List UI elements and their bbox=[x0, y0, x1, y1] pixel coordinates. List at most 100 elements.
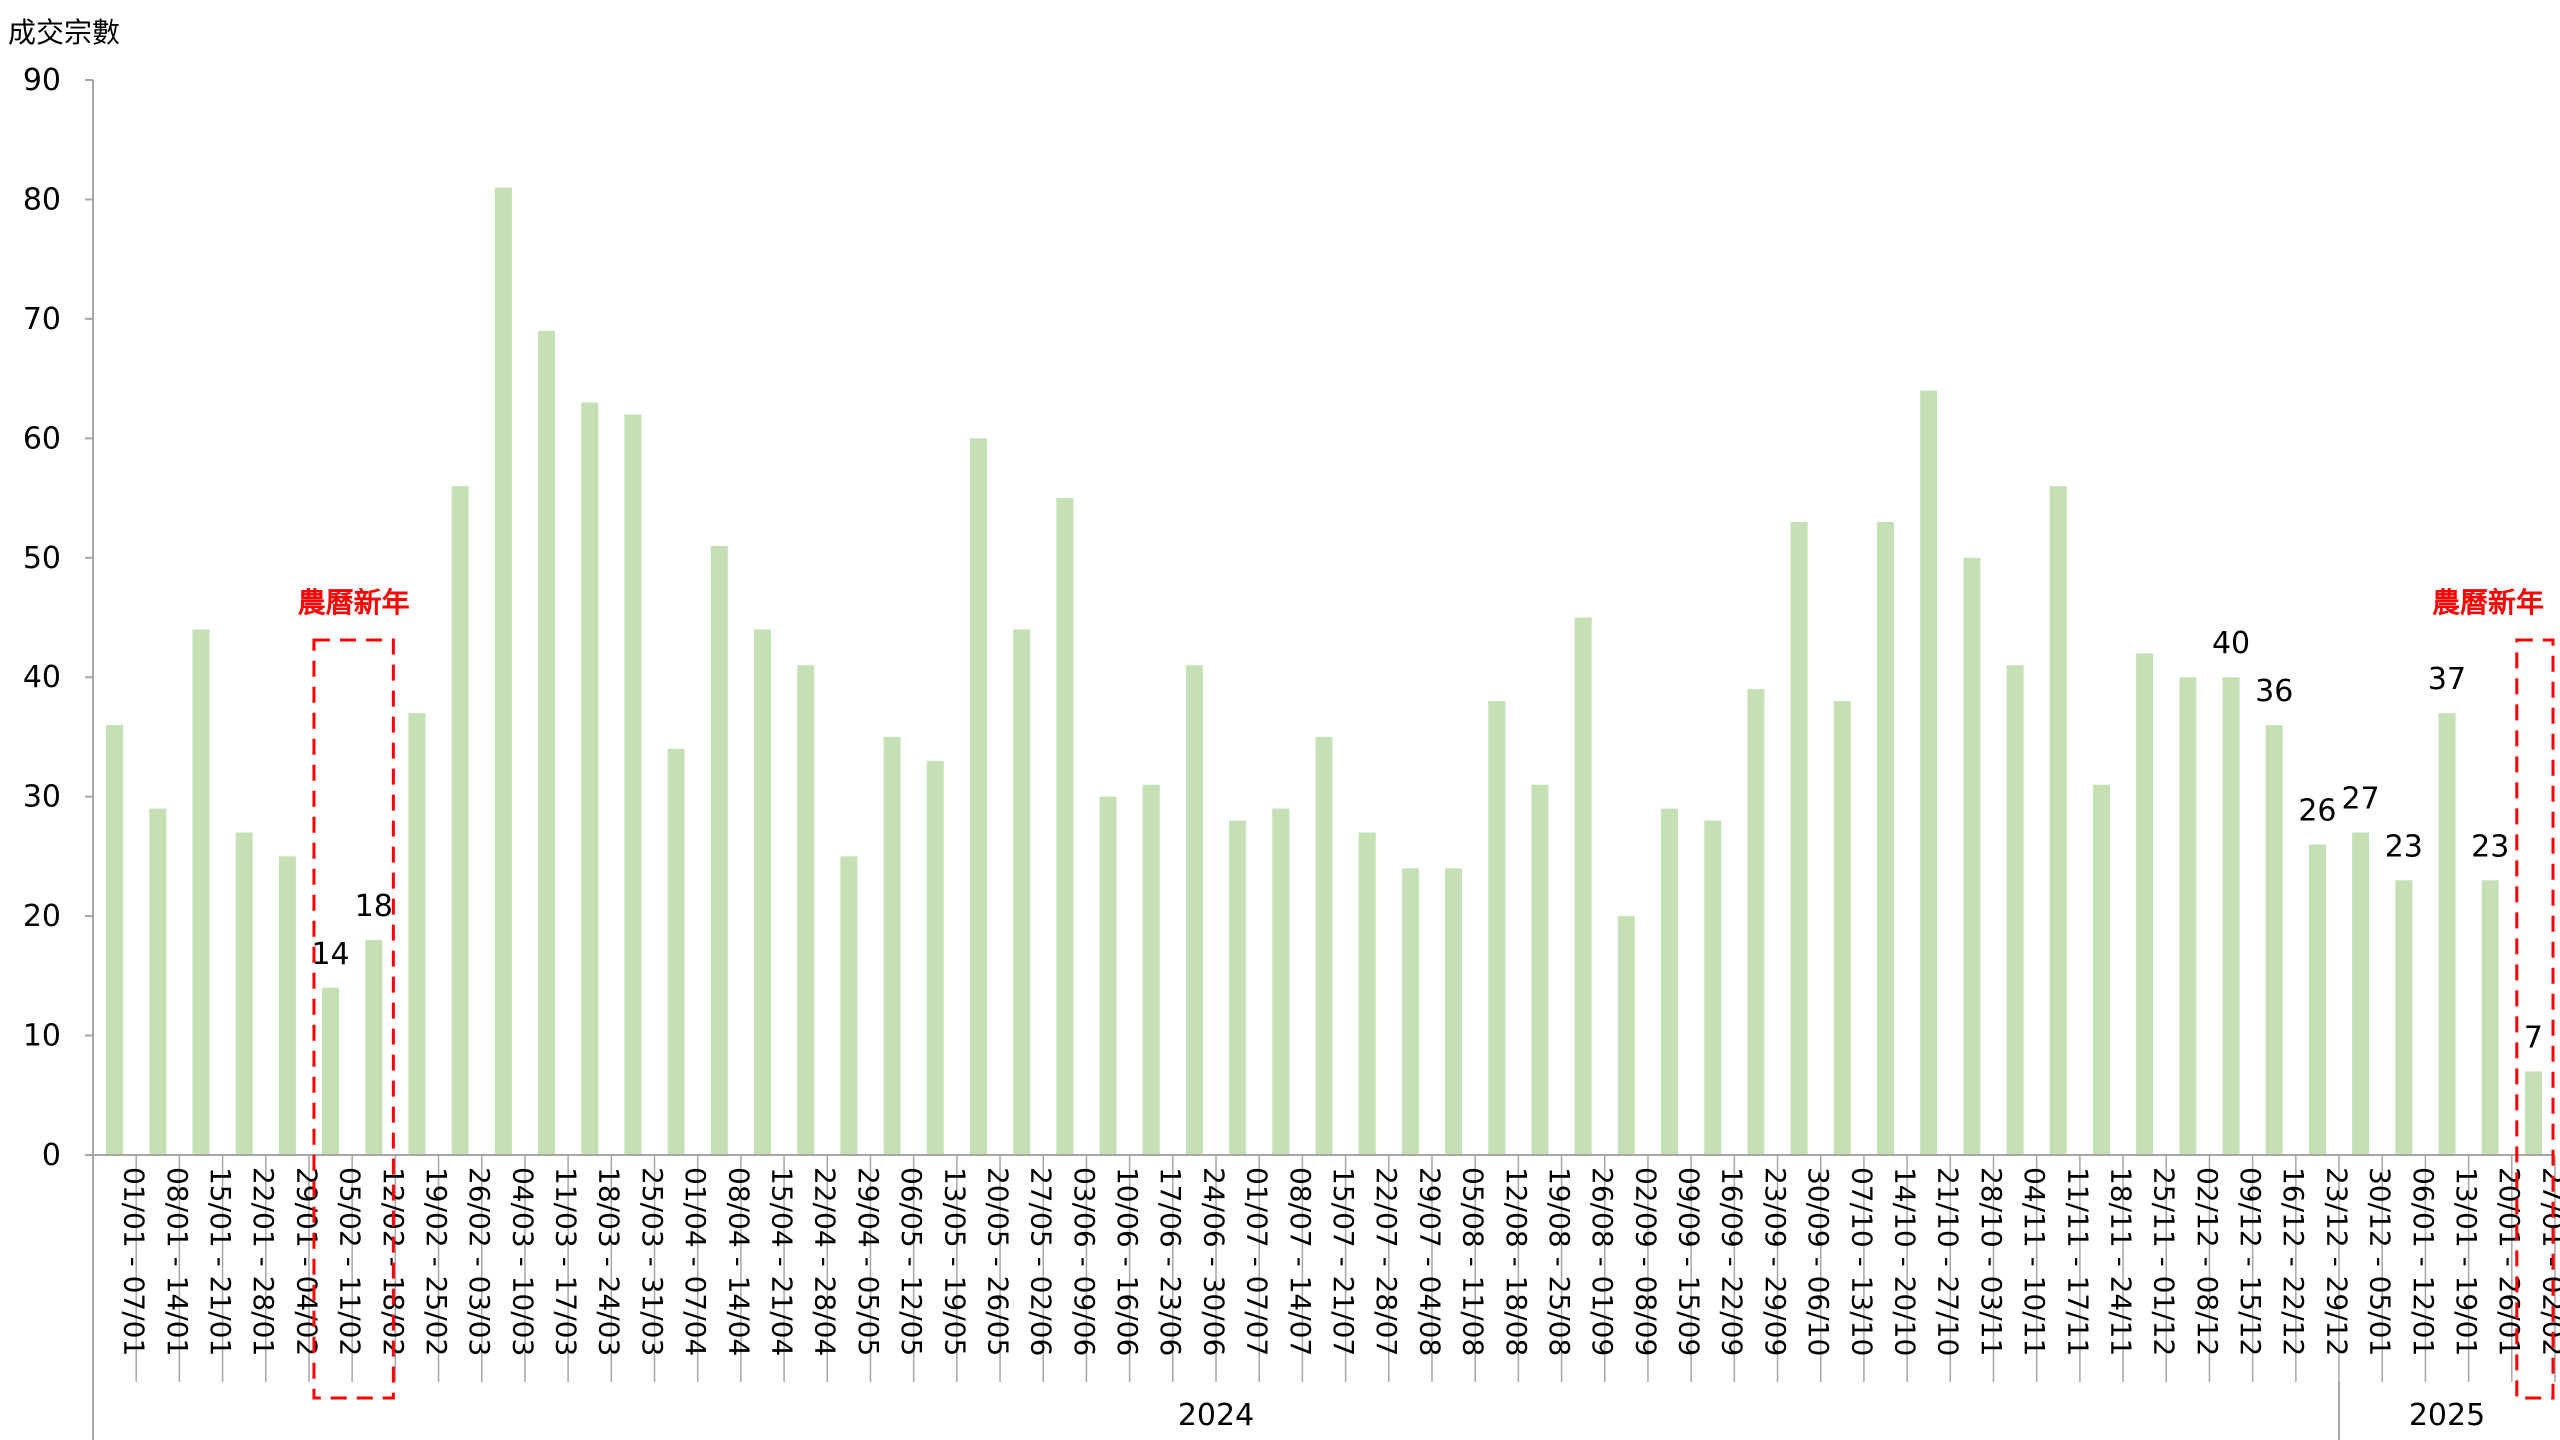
bar bbox=[1142, 784, 1160, 1155]
bar bbox=[1920, 390, 1938, 1155]
bar bbox=[1013, 629, 1031, 1155]
data-label: 23 bbox=[2471, 829, 2509, 864]
bar bbox=[235, 832, 253, 1155]
bar bbox=[883, 736, 901, 1155]
bar bbox=[797, 665, 815, 1155]
bar bbox=[624, 414, 642, 1155]
bar bbox=[2136, 653, 2154, 1155]
x-axis: 01/01 - 07/01 08/01 - 14/01 15/01 - 21/01 2… bbox=[92, 1154, 2560, 1440]
bar bbox=[1574, 617, 1592, 1155]
bar bbox=[581, 402, 599, 1155]
x-category-label: 26/08 - 01/09 bbox=[1586, 1167, 1619, 1356]
x-category-label: 04/11 - 10/11 bbox=[2018, 1167, 2051, 1356]
x-category-label: 18/03 - 24/03 bbox=[593, 1167, 626, 1356]
x-category-label: 23/09 - 29/09 bbox=[1759, 1167, 1792, 1356]
bar bbox=[2265, 725, 2283, 1155]
bar bbox=[1747, 689, 1765, 1155]
x-category-label: 22/04 - 28/04 bbox=[809, 1167, 842, 1356]
x-category-label: 06/01 - 12/01 bbox=[2407, 1167, 2440, 1356]
x-category-label: 16/09 - 22/09 bbox=[1716, 1167, 1749, 1356]
y-tick-label: 20 bbox=[23, 899, 61, 934]
bar bbox=[365, 940, 383, 1155]
x-category-label: 04/03 - 10/03 bbox=[506, 1167, 539, 1356]
year-label: 2025 bbox=[2409, 1398, 2485, 1433]
x-category-label: 10/06 - 16/06 bbox=[1111, 1167, 1144, 1356]
bar bbox=[1790, 521, 1808, 1155]
x-category-label: 15/01 - 21/01 bbox=[204, 1167, 237, 1356]
bar bbox=[2308, 844, 2326, 1155]
x-category-label: 29/04 - 05/05 bbox=[852, 1167, 885, 1356]
x-category-label: 29/01 - 04/02 bbox=[290, 1167, 323, 1356]
bar bbox=[106, 725, 124, 1155]
x-category-label: 30/09 - 06/10 bbox=[1802, 1167, 1835, 1356]
y-axis-title: 成交宗數 bbox=[8, 16, 120, 49]
bar bbox=[1229, 820, 1247, 1155]
bar bbox=[408, 713, 426, 1155]
bar bbox=[1056, 498, 1074, 1155]
bar bbox=[322, 987, 340, 1155]
bar bbox=[2438, 713, 2456, 1155]
x-category-label: 01/01 - 07/01 bbox=[118, 1167, 151, 1356]
data-label: 26 bbox=[2298, 793, 2336, 828]
y-tick-label: 90 bbox=[23, 63, 61, 98]
bar bbox=[1358, 832, 1376, 1155]
year-label: 2024 bbox=[1178, 1398, 1254, 1433]
x-category-label: 14/10 - 20/10 bbox=[1889, 1167, 1922, 1356]
x-category-label: 08/01 - 14/01 bbox=[161, 1167, 194, 1356]
x-category-label: 08/04 - 14/04 bbox=[722, 1167, 755, 1356]
y-tick-label: 10 bbox=[23, 1019, 61, 1054]
x-category-label: 06/05 - 12/05 bbox=[895, 1167, 928, 1356]
x-category-label: 25/11 - 01/12 bbox=[2148, 1167, 2181, 1356]
bar bbox=[1272, 808, 1290, 1155]
bar bbox=[2524, 1071, 2542, 1155]
x-category-label: 05/02 - 11/02 bbox=[334, 1167, 367, 1356]
x-category-label: 16/12 - 22/12 bbox=[2277, 1167, 2310, 1356]
x-category-label: 21/10 - 27/10 bbox=[1932, 1167, 1965, 1356]
bar bbox=[149, 808, 167, 1155]
x-category-label: 27/05 - 02/06 bbox=[1025, 1167, 1058, 1356]
bar bbox=[1963, 557, 1981, 1155]
x-category-label: 13/05 - 19/05 bbox=[938, 1167, 971, 1356]
bar bbox=[494, 187, 512, 1155]
x-category-label: 11/03 - 17/03 bbox=[550, 1167, 583, 1356]
bar bbox=[1617, 916, 1635, 1155]
x-category-label: 01/04 - 07/04 bbox=[679, 1167, 712, 1356]
x-category-label: 17/06 - 23/06 bbox=[1154, 1167, 1187, 1356]
x-category-label: 09/09 - 15/09 bbox=[1673, 1167, 1706, 1356]
x-category-label: 20/05 - 26/05 bbox=[981, 1167, 1014, 1356]
y-tick-label: 50 bbox=[23, 541, 61, 576]
x-category-label: 07/10 - 13/10 bbox=[1845, 1167, 1878, 1356]
bar bbox=[1185, 665, 1203, 1155]
bar bbox=[2481, 880, 2499, 1155]
bar bbox=[969, 438, 987, 1155]
y-axis: 0 10 20 30 40 50 60 70 80 90 bbox=[23, 63, 94, 1440]
x-category-label: 22/01 - 28/01 bbox=[247, 1167, 280, 1356]
bar bbox=[1488, 701, 1506, 1155]
y-tick-label: 60 bbox=[23, 421, 61, 456]
x-category-label: 12/08 - 18/08 bbox=[1500, 1167, 1533, 1356]
x-category-label: 15/04 - 21/04 bbox=[765, 1167, 798, 1356]
data-label: 40 bbox=[2212, 626, 2250, 661]
annotation-box bbox=[2515, 638, 2555, 1400]
bar bbox=[840, 856, 858, 1155]
data-label: 36 bbox=[2255, 674, 2293, 709]
x-category-label: 02/09 - 08/09 bbox=[1629, 1167, 1662, 1356]
x-category-label: 25/03 - 31/03 bbox=[636, 1167, 669, 1356]
bar bbox=[1704, 820, 1722, 1155]
bar bbox=[753, 629, 771, 1155]
bar bbox=[192, 629, 210, 1155]
annotation-label: 農曆新年 bbox=[2432, 586, 2544, 619]
annotation-label: 農曆新年 bbox=[298, 586, 410, 619]
x-category-label: 18/11 - 24/11 bbox=[2104, 1167, 2137, 1356]
bar bbox=[278, 856, 296, 1155]
y-tick-label: 70 bbox=[23, 302, 61, 337]
y-tick-label: 80 bbox=[23, 182, 61, 217]
bar bbox=[1661, 808, 1679, 1155]
bar bbox=[667, 748, 685, 1155]
x-category-label: 08/07 - 14/07 bbox=[1284, 1167, 1317, 1356]
x-category-label: 09/12 - 15/12 bbox=[2234, 1167, 2267, 1356]
bar bbox=[538, 330, 556, 1155]
bar bbox=[1445, 868, 1463, 1155]
